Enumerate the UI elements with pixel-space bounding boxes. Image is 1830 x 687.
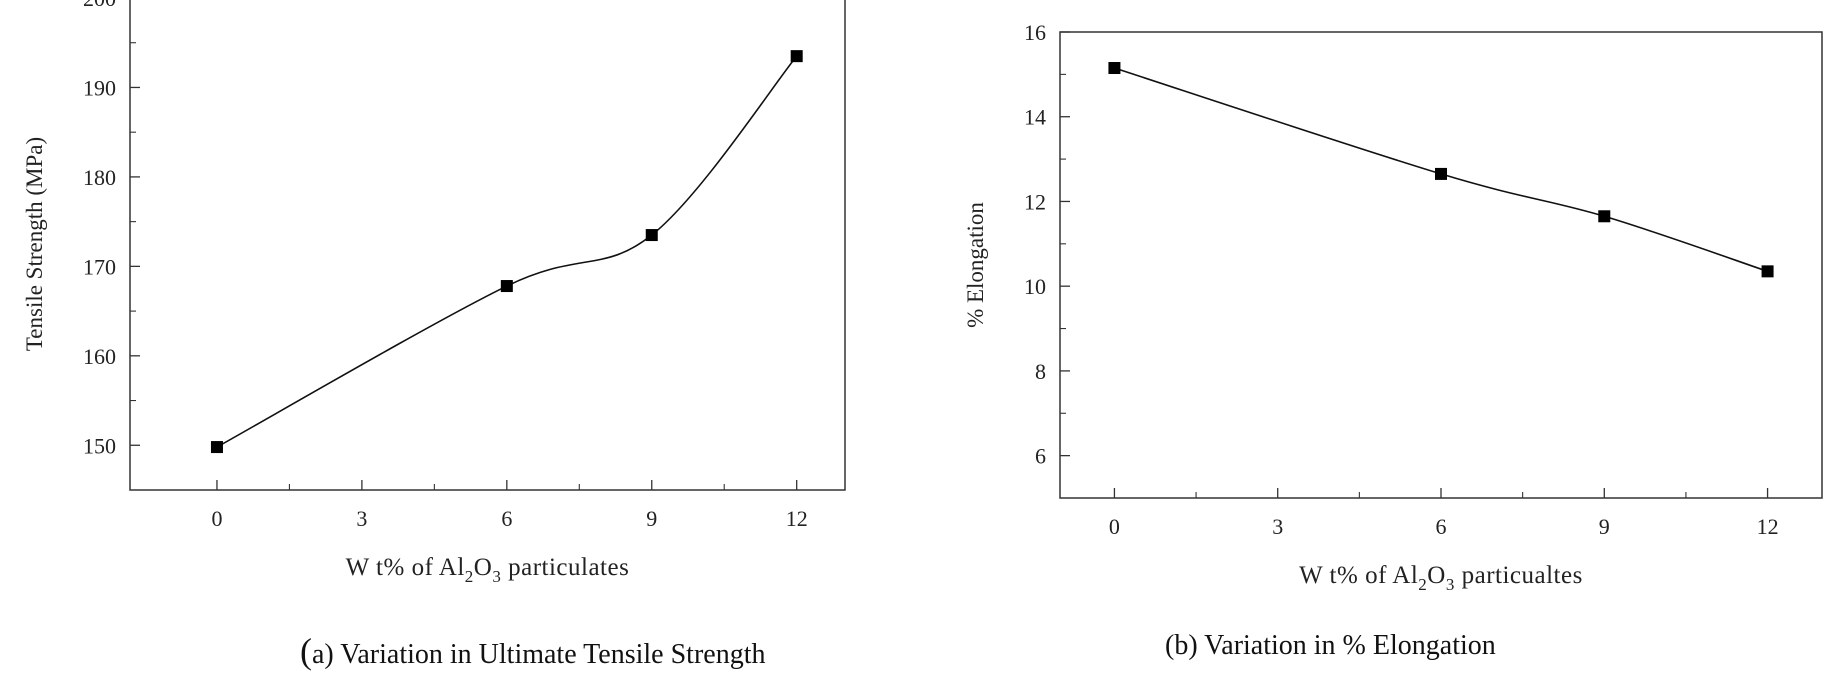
x-tick-label: 0 xyxy=(1109,514,1120,539)
y-tick-label: 6 xyxy=(1035,444,1046,469)
caption-b: (b) Variation in % Elongation xyxy=(1165,630,1496,662)
data-point xyxy=(645,229,658,242)
data-point xyxy=(1435,167,1447,180)
caption-b-text: (b) Variation in % Elongation xyxy=(1165,630,1496,661)
y-axis-label: % Elongation xyxy=(963,202,988,328)
x-tick-label: 6 xyxy=(501,506,512,531)
caption-a: (a) Variation in Ultimate Tensile Streng… xyxy=(300,630,765,672)
y-tick-label: 16 xyxy=(1024,20,1046,45)
y-tick-label: 8 xyxy=(1035,359,1046,384)
y-axis-label: Tensile Strength (MPa) xyxy=(22,137,47,351)
y-tick-label: 170 xyxy=(83,254,116,279)
y-tick-label: 10 xyxy=(1024,274,1046,299)
x-axis-label: W t% of Al2O3 particulates xyxy=(346,554,630,586)
x-tick-label: 3 xyxy=(356,506,367,531)
x-axis-label: W t% of Al2O3 particualtes xyxy=(1299,562,1583,594)
data-point xyxy=(790,50,803,63)
x-tick-label: 12 xyxy=(786,506,808,531)
y-tick-label: 200 xyxy=(83,0,116,11)
x-tick-label: 9 xyxy=(1599,514,1610,539)
y-tick-label: 150 xyxy=(83,433,116,458)
y-tick-label: 160 xyxy=(83,344,116,369)
chart-elongation: 6 8 10 12 14 16 0 3 6 9 12 % Elongation W t% of Al2O… xyxy=(963,20,1823,594)
x-tick-label: 3 xyxy=(1272,514,1283,539)
y-tick-label: 180 xyxy=(83,165,116,190)
data-point xyxy=(1761,265,1774,278)
plot-frame xyxy=(1059,31,1823,499)
y-tick-label: 14 xyxy=(1024,105,1046,130)
series-line xyxy=(1114,67,1768,273)
data-point xyxy=(1108,62,1121,75)
data-point xyxy=(1598,210,1611,223)
data-point xyxy=(210,441,223,454)
x-tick-label: 0 xyxy=(211,506,222,531)
y-tick-label: 12 xyxy=(1024,189,1046,214)
plot-frame xyxy=(129,0,846,491)
caption-a-text: a) Variation in Ultimate Tensile Strengt… xyxy=(312,639,766,670)
x-tick-label: 6 xyxy=(1436,514,1447,539)
data-point xyxy=(500,280,513,293)
y-tick-label: 190 xyxy=(83,75,116,100)
x-tick-label: 9 xyxy=(646,506,657,531)
series-line xyxy=(216,55,798,448)
x-tick-label: 12 xyxy=(1757,514,1779,539)
caption-a-paren: ( xyxy=(300,631,312,671)
chart-tensile-strength: 150 160 170 180 190 200 0 3 6 9 12 Tensile Strength… xyxy=(22,0,846,586)
